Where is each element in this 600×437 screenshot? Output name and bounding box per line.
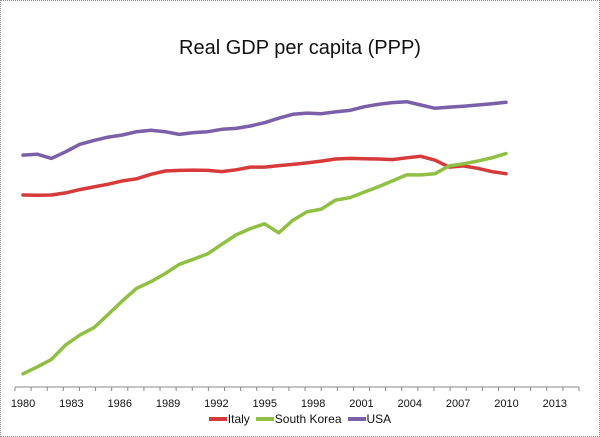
x-tick-label: 2007	[446, 398, 470, 410]
legend-item: Italy	[208, 412, 250, 426]
x-tick-label: 2004	[398, 398, 422, 410]
legend-swatch	[255, 417, 274, 421]
legend-label: Italy	[227, 412, 250, 426]
x-tick-label: 1980	[11, 398, 35, 410]
legend-item: USA	[347, 412, 392, 426]
x-tick-label: 1992	[204, 398, 228, 410]
x-tick-label: 1983	[59, 398, 83, 410]
x-tick-label: 2013	[543, 398, 567, 410]
series-line-usa	[21, 99, 508, 161]
legend-item: South Korea	[255, 412, 342, 426]
x-tick-label: 1989	[156, 398, 180, 410]
chart-title: Real GDP per capita (PPP)	[179, 37, 421, 59]
x-tick-label: 1986	[108, 398, 132, 410]
legend: Italy South Korea USA	[1, 412, 599, 426]
legend-swatch	[347, 417, 366, 421]
legend-swatch	[208, 417, 227, 421]
x-tick-label: 2010	[494, 398, 518, 410]
legend-label: USA	[366, 412, 392, 426]
x-tick-label: 1998	[301, 398, 325, 410]
series-line-italy	[21, 154, 508, 198]
legend-label: South Korea	[274, 412, 342, 426]
x-tick-label: 1995	[253, 398, 277, 410]
x-tick-label: 2001	[349, 398, 373, 410]
